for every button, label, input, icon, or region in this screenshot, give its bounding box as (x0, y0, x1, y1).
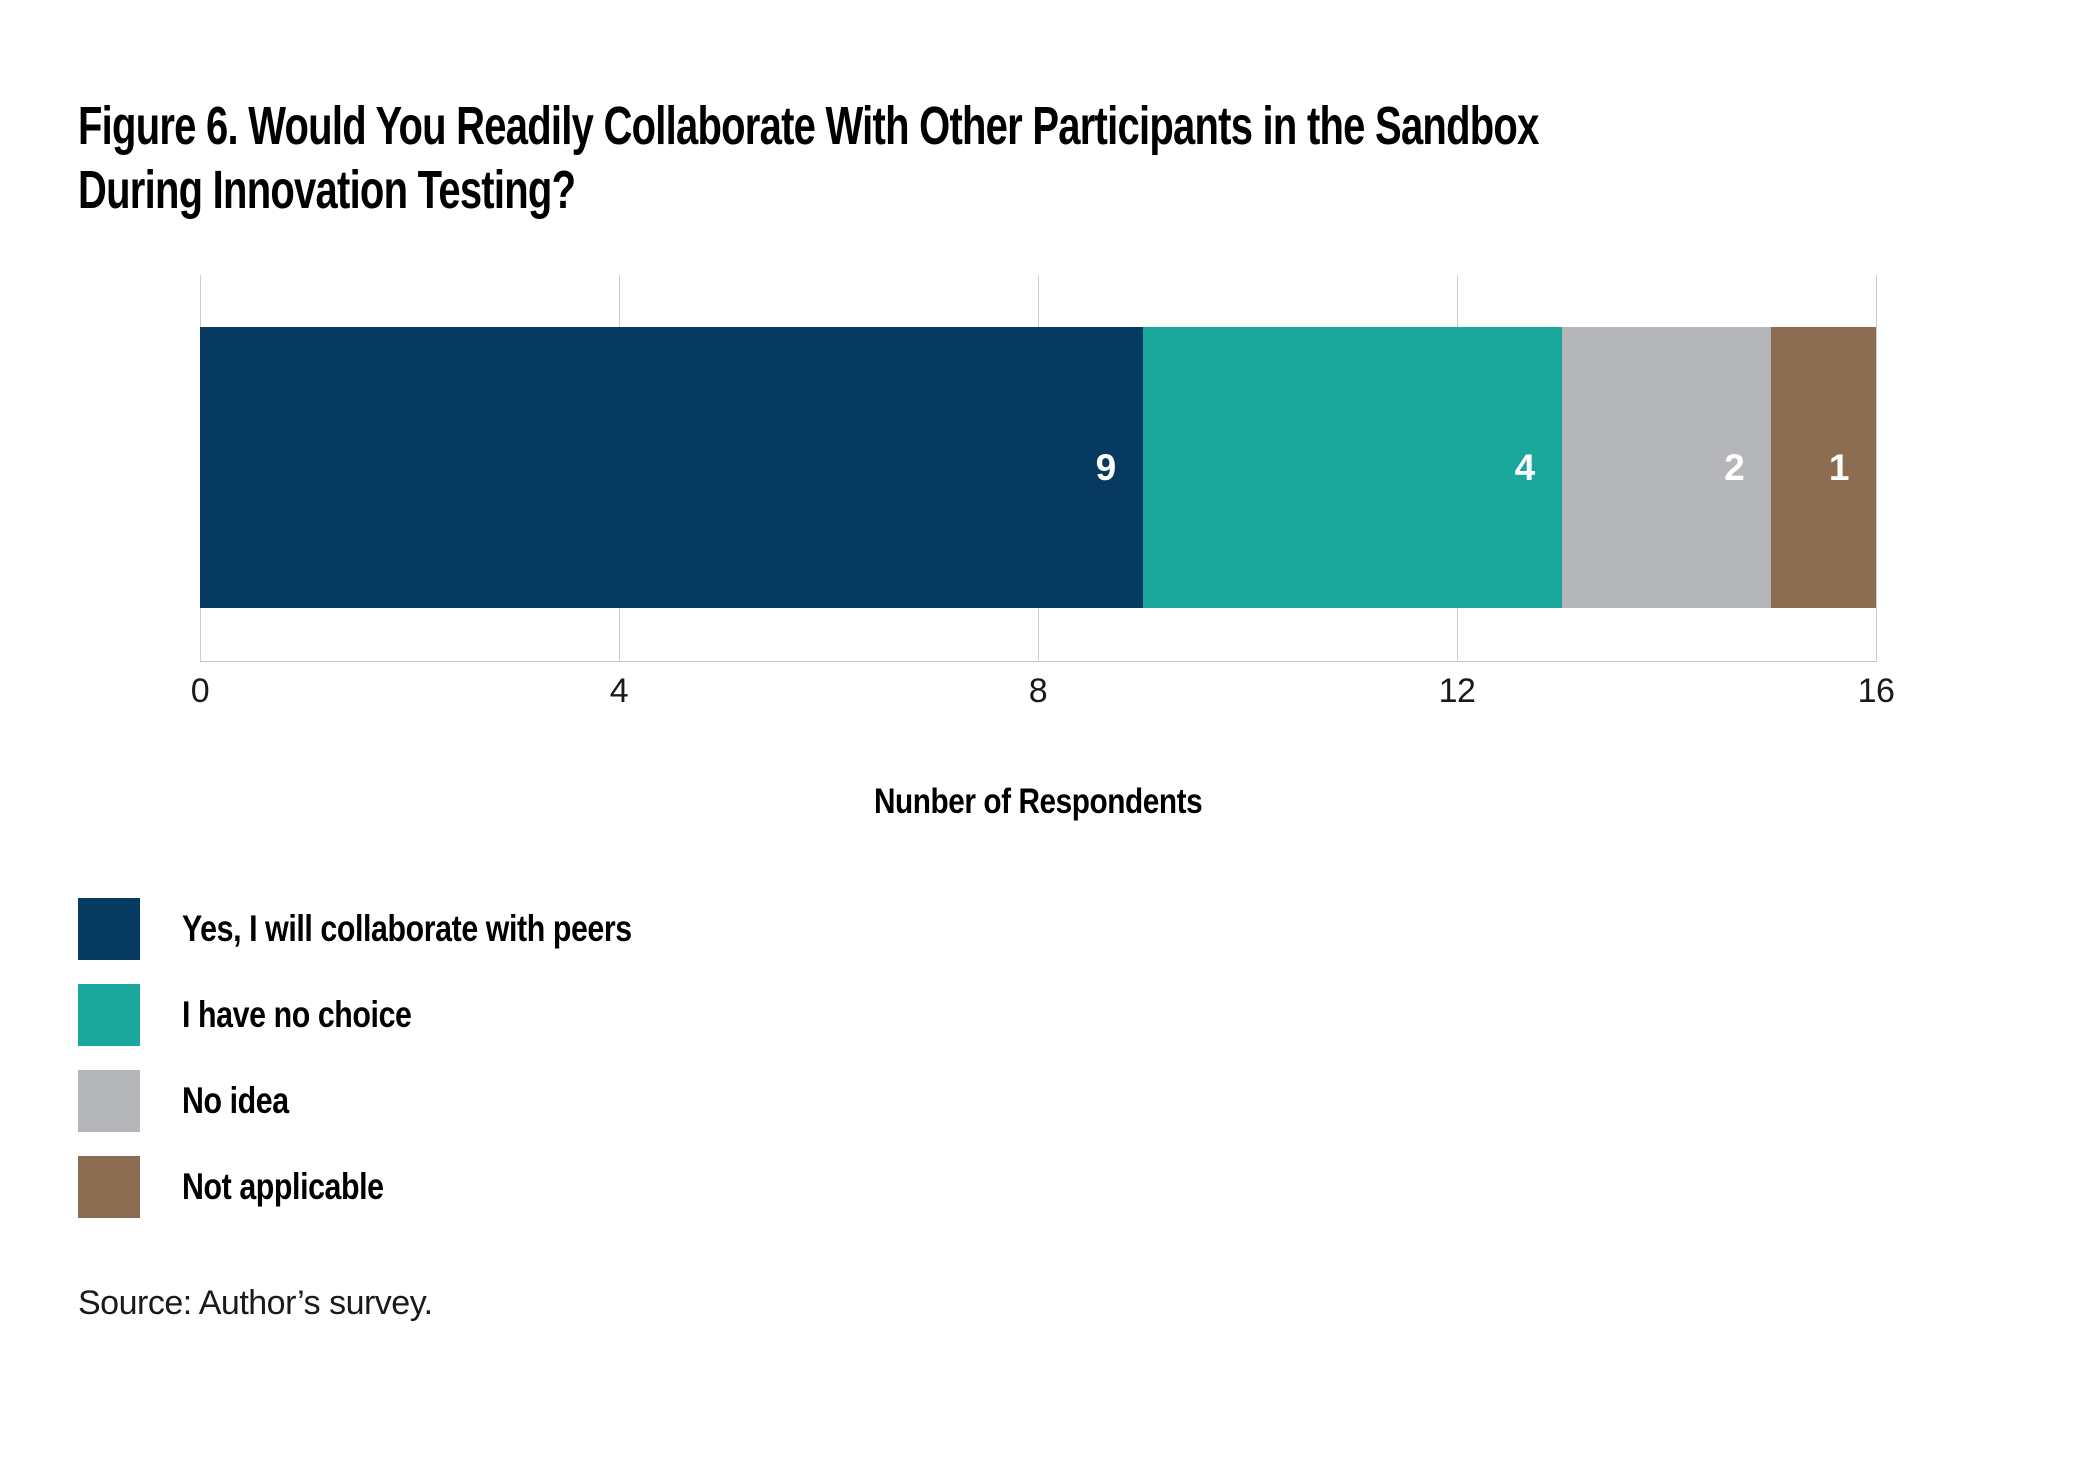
bar-segment-2: 4 (1142, 327, 1562, 608)
source-note: Source: Author’s survey. (78, 1284, 433, 1322)
legend-label: Yes, I will collaborate with peers (182, 908, 632, 949)
legend: Yes, I will collaborate with peers I have… (78, 898, 730, 1242)
bar-segment-1: 9 (200, 327, 1143, 608)
x-tick-label-16: 16 (1857, 672, 1895, 710)
legend-item-4: Not applicable (78, 1156, 730, 1218)
bar-segment-value: 9 (1095, 446, 1117, 488)
bar-segment-value: 2 (1724, 446, 1745, 488)
bar-segment-value: 4 (1514, 446, 1536, 488)
legend-item-3: No idea (78, 1070, 730, 1132)
legend-item-2: I have no choice (78, 984, 730, 1046)
x-tick-label-4: 4 (609, 672, 629, 710)
legend-swatch (78, 1156, 140, 1218)
stacked-bar: 9 4 2 1 (200, 327, 1876, 608)
gridline-x-16 (1876, 275, 1877, 662)
figure-title-line-2: During Innovation Testing? (78, 160, 576, 221)
x-tick-label-8: 8 (1028, 672, 1048, 710)
x-axis-title: Nunber of Respondents (873, 782, 1203, 821)
bar-segment-3: 2 (1561, 327, 1772, 608)
legend-item-1: Yes, I will collaborate with peers (78, 898, 730, 960)
figure-title-line-1: Figure 6. Would You Readily Collaborate … (78, 96, 1539, 157)
legend-swatch (78, 898, 140, 960)
legend-label: Not applicable (182, 1166, 384, 1207)
x-tick-label-0: 0 (190, 672, 210, 710)
legend-swatch (78, 984, 140, 1046)
legend-label: No idea (182, 1080, 289, 1121)
bar-segment-value: 1 (1828, 446, 1850, 488)
x-axis-line (200, 661, 1876, 662)
legend-label: I have no choice (182, 994, 412, 1035)
legend-swatch (78, 1070, 140, 1132)
x-tick-label-12: 12 (1438, 672, 1476, 710)
x-axis-title-wrap: Nunber of Respondents (200, 782, 1876, 822)
plot-area: 9 4 2 1 (200, 275, 1877, 662)
bar-segment-4: 1 (1771, 327, 1876, 608)
figure-title: Figure 6. Would You Readily Collaborate … (78, 94, 2052, 222)
x-axis-tick-labels: 0 4 8 12 16 (191, 672, 1895, 714)
